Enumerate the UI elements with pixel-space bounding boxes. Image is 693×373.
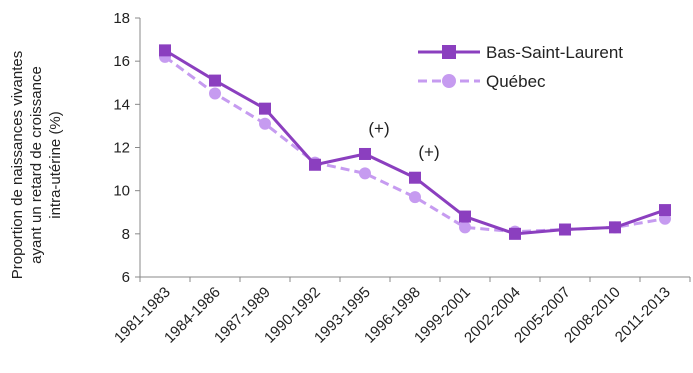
y-axis-title-line-3: intra-utérine (%) bbox=[47, 111, 64, 219]
data-point-circle bbox=[409, 191, 421, 204]
data-point-square bbox=[209, 74, 221, 87]
legend-label: Bas-Saint-Laurent bbox=[486, 43, 623, 62]
y-tick-label: 12 bbox=[113, 140, 130, 157]
y-tick-label: 14 bbox=[113, 96, 130, 113]
y-axis-title-line-1: Proportion de naissances vivantes bbox=[9, 51, 26, 279]
data-point-square bbox=[159, 44, 171, 57]
data-point-circle bbox=[359, 167, 371, 180]
y-axis-title-line-2: ayant un retard de croissance bbox=[28, 66, 45, 264]
data-point-circle bbox=[209, 87, 221, 100]
data-point-square bbox=[259, 102, 271, 115]
y-tick-label: 8 bbox=[122, 226, 130, 243]
data-point-square bbox=[309, 158, 321, 171]
y-axis-title: Proportion de naissances vivantes ayant … bbox=[9, 51, 64, 279]
y-tick-label: 10 bbox=[113, 183, 130, 200]
series-line bbox=[164, 49, 666, 236]
legend: Bas-Saint-Laurent Québec bbox=[418, 43, 623, 91]
significance-annotation: (+) bbox=[418, 143, 439, 162]
series-layer bbox=[159, 44, 671, 240]
annotations: (+) (+) bbox=[368, 119, 439, 162]
data-point-circle bbox=[259, 117, 271, 130]
y-tick-label: 6 bbox=[122, 269, 130, 286]
y-tick-label: 16 bbox=[113, 53, 130, 70]
y-tick-label: 18 bbox=[113, 10, 130, 27]
significance-annotation: (+) bbox=[368, 119, 389, 138]
legend-marker-square bbox=[442, 45, 456, 59]
data-point-circle bbox=[459, 221, 471, 234]
legend-label: Québec bbox=[486, 72, 546, 91]
data-point-square bbox=[509, 227, 521, 240]
series-line bbox=[164, 55, 666, 234]
data-point-square bbox=[609, 221, 621, 234]
data-point-square bbox=[659, 204, 671, 217]
data-point-square bbox=[459, 210, 471, 223]
data-point-square bbox=[559, 223, 571, 236]
data-point-square bbox=[409, 171, 421, 184]
legend-marker-circle bbox=[442, 74, 456, 88]
data-point-square bbox=[359, 147, 371, 160]
x-tick-label: 2011-2013 bbox=[612, 284, 674, 346]
